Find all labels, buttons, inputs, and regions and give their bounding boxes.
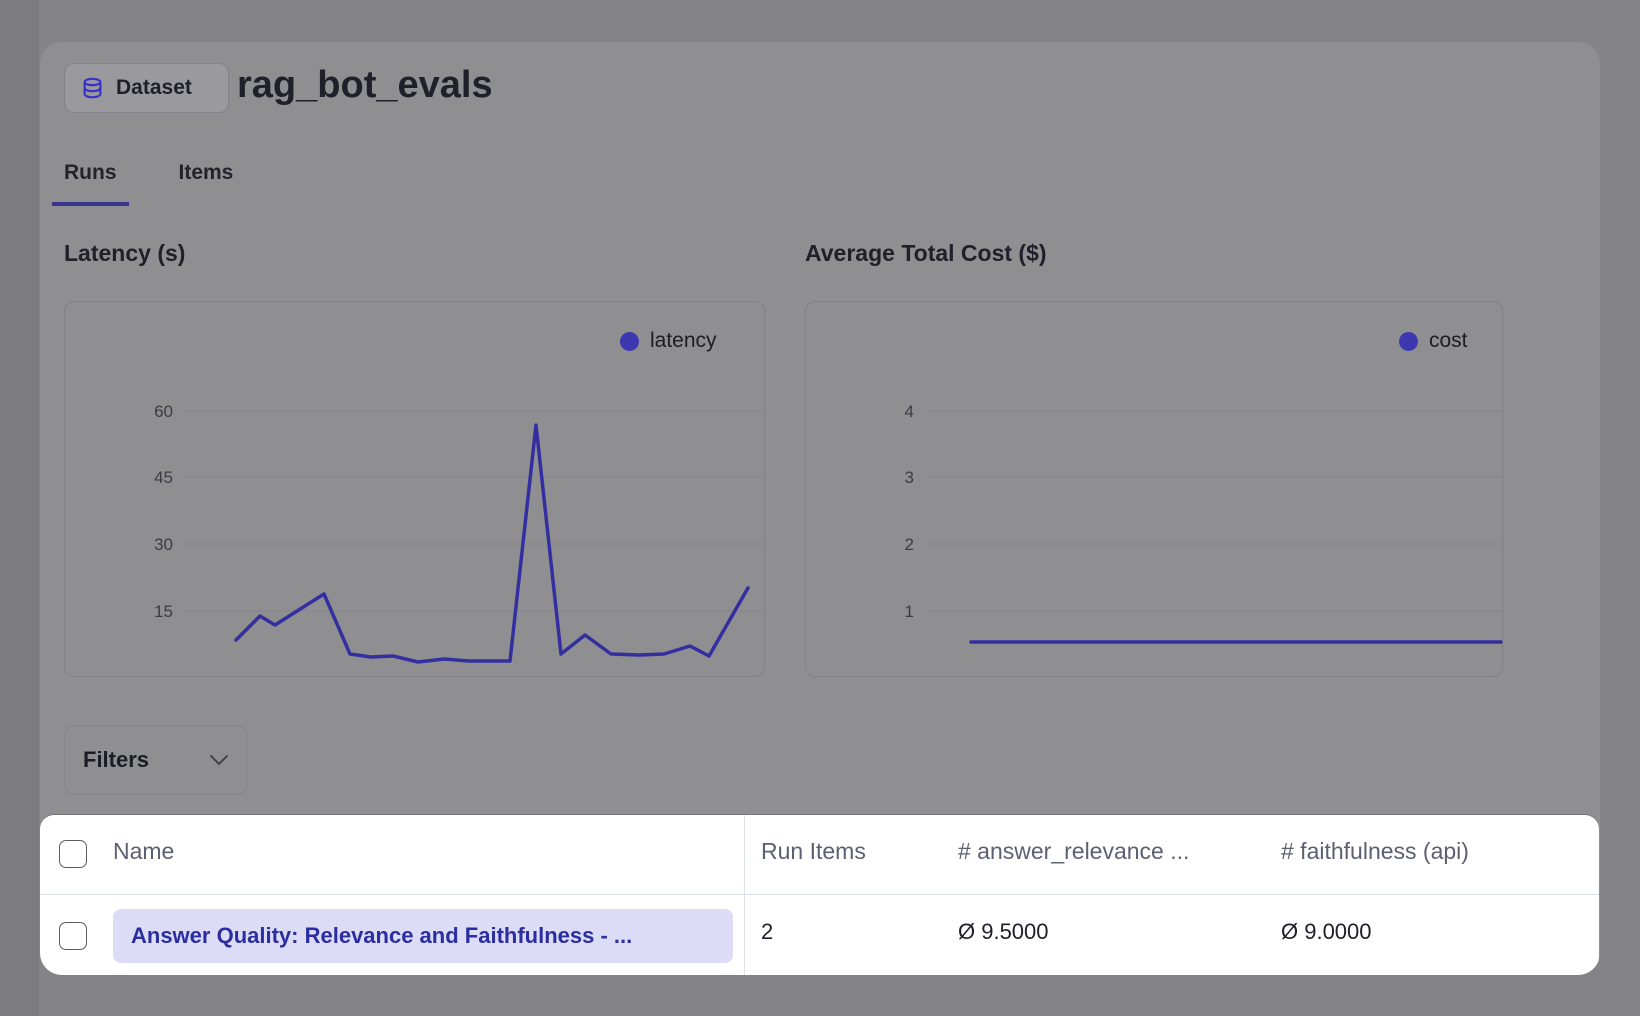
svg-text:3: 3 — [905, 468, 914, 487]
svg-text:15: 15 — [154, 602, 173, 621]
svg-text:30: 30 — [154, 535, 173, 554]
svg-text:4: 4 — [905, 402, 914, 421]
svg-text:1: 1 — [905, 602, 914, 621]
svg-text:2: 2 — [905, 535, 914, 554]
svg-text:45: 45 — [154, 468, 173, 487]
svg-text:60: 60 — [154, 402, 173, 421]
